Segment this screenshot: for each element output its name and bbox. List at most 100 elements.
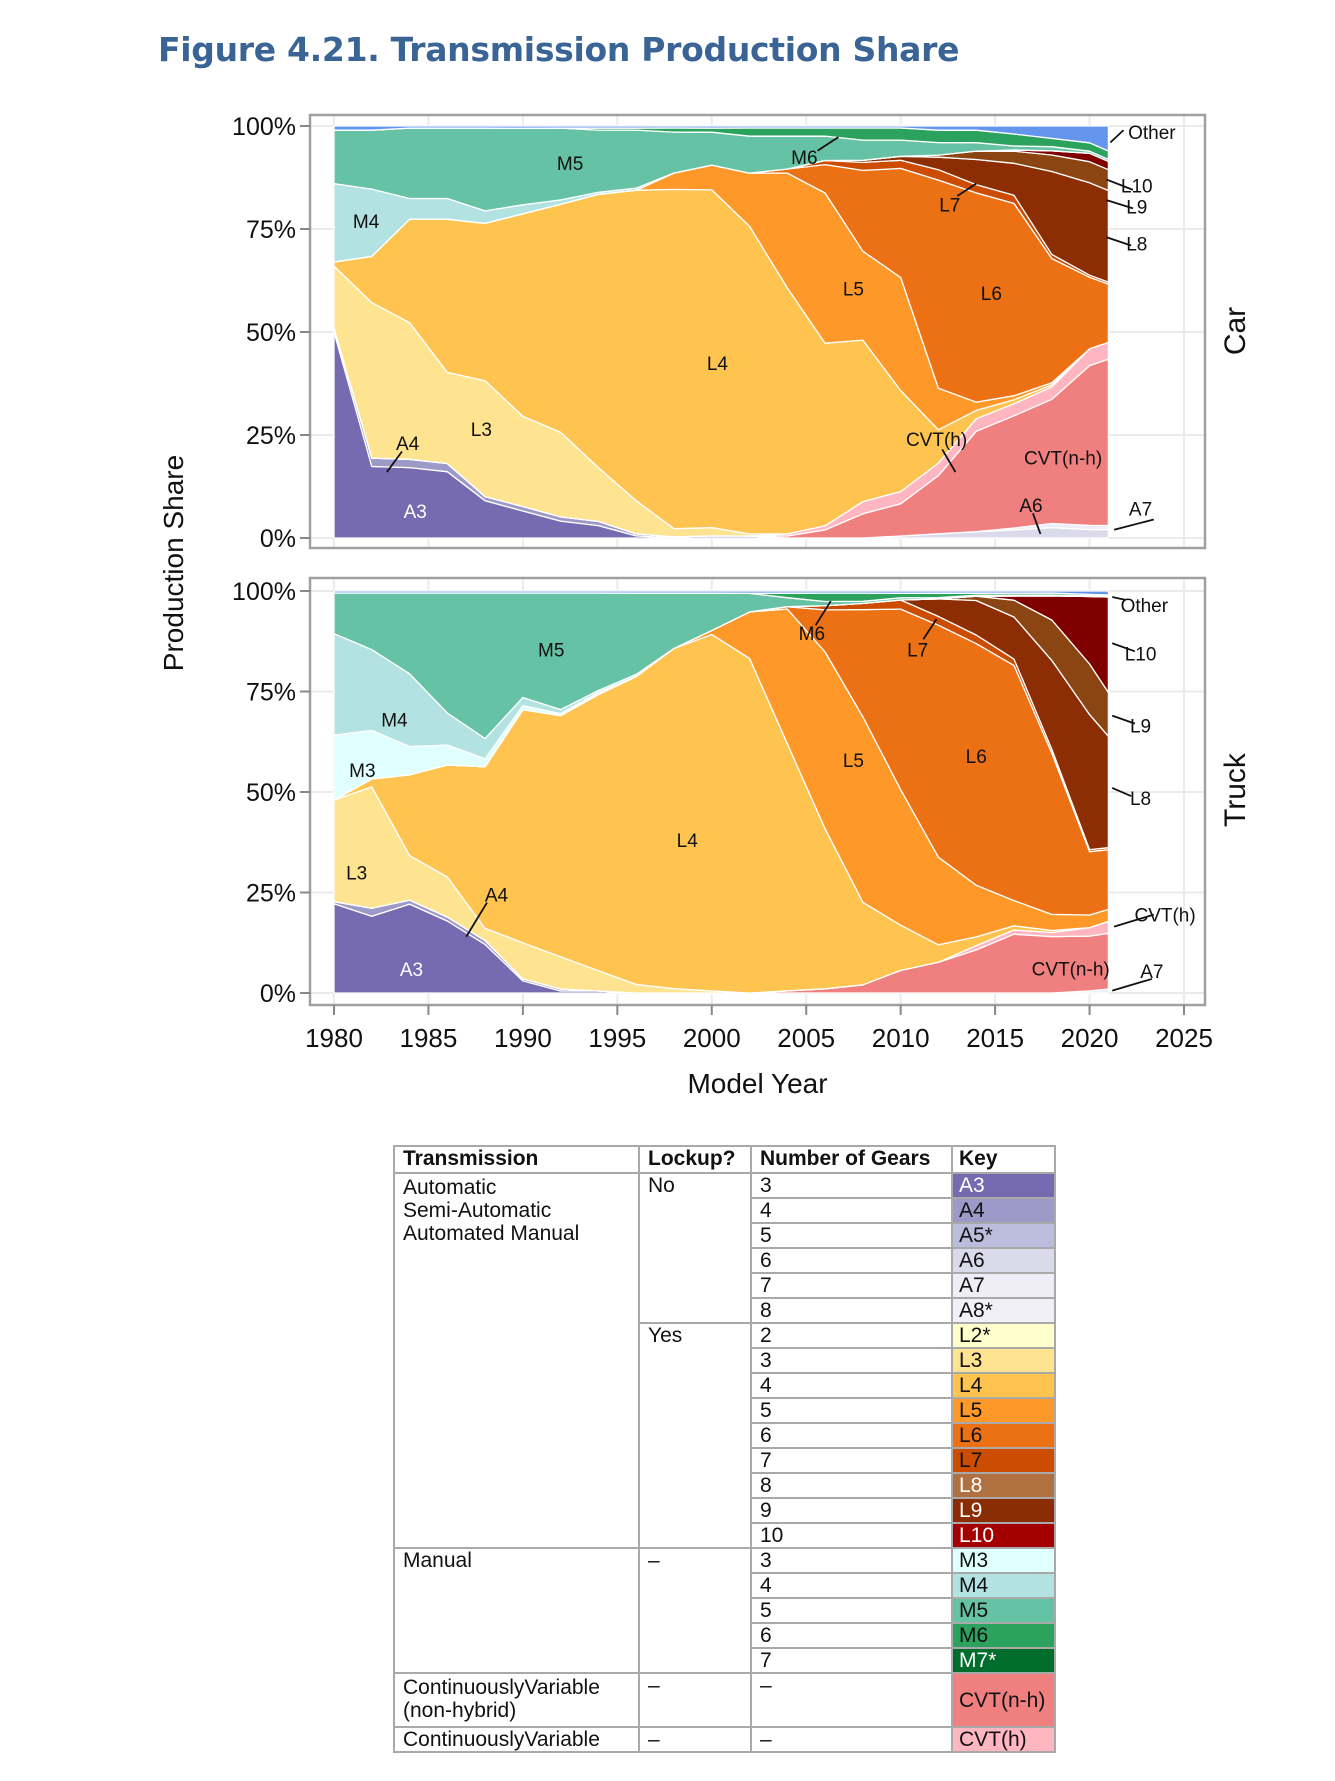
series-label-l3: L3: [471, 420, 492, 441]
panel-truck: 0% 25% 50% 75% 100% Truck M5 M6 M4 M3 L7 L10 L9 L8 L5 L…: [232, 576, 1252, 1099]
x-tick-label: 1990: [494, 1023, 552, 1053]
key-swatch: L4: [951, 1372, 1056, 1399]
series-label-l4: L4: [707, 354, 729, 375]
key-swatch: A6: [951, 1247, 1056, 1274]
facet-label-car: Car: [1219, 307, 1252, 355]
transmission-type-line: ContinuouslyVariable: [403, 1728, 600, 1751]
transmission-type: ContinuouslyVariable (non-hybrid): [393, 1672, 640, 1728]
series-label-m6: M6: [799, 624, 825, 645]
x-axis-title: Model Year: [687, 1068, 827, 1099]
series-label-l5: L5: [843, 751, 864, 772]
y-tick-label: 25%: [246, 422, 296, 450]
series-label-l10: L10: [1121, 177, 1153, 198]
leader-line-m6: [817, 136, 839, 152]
y-axis-title: Production Share: [158, 455, 189, 671]
key-swatch: M6: [951, 1622, 1056, 1649]
key-swatch: A3: [951, 1172, 1056, 1199]
series-label-a3: A3: [400, 960, 423, 981]
key-swatch: A7: [951, 1272, 1056, 1299]
gear-count: 6: [750, 1247, 953, 1274]
header-cell: Number of Gears: [750, 1145, 953, 1174]
gear-count: 10: [750, 1522, 953, 1549]
leader-line-other: [1112, 596, 1126, 601]
series-label-a7: A7: [1140, 962, 1163, 983]
leader-line-l10: [1106, 178, 1134, 191]
gear-count: 4: [750, 1197, 953, 1224]
table-row: 7 A7: [394, 1272, 1056, 1299]
y-tick-label: 0%: [260, 980, 296, 1008]
series-label-l4: L4: [677, 831, 699, 852]
key-swatch: A4: [951, 1197, 1056, 1224]
gear-count: 8: [750, 1297, 953, 1324]
leader-line-l8: [1111, 787, 1132, 797]
transmission-type: Manual: [393, 1547, 640, 1674]
figure-title: Figure 4.21. Transmission Production Sha…: [158, 30, 960, 69]
series-label-m4: M4: [381, 711, 408, 732]
y-tick-label: 75%: [246, 679, 296, 707]
lockup-value: No: [638, 1172, 752, 1324]
table-row: 7 M7*: [394, 1647, 1056, 1674]
x-tick-label: 1995: [588, 1023, 646, 1053]
header-cell: Transmission: [393, 1145, 640, 1174]
leader-line-a6: [1032, 512, 1042, 535]
series-label-l10: L10: [1125, 644, 1157, 665]
key-swatch: A5*: [951, 1222, 1056, 1249]
leader-line-m6: [814, 600, 832, 626]
key-swatch: L7: [951, 1447, 1056, 1474]
key-swatch: M5: [951, 1597, 1056, 1624]
key-swatch: L9: [951, 1497, 1056, 1524]
y-tick-label: 100%: [232, 578, 296, 606]
gear-count: 3: [750, 1347, 953, 1374]
leader-line-a4: [386, 450, 403, 473]
series-label-a4: A4: [396, 434, 420, 455]
series-label-l6: L6: [981, 284, 1002, 305]
table-row: 5 A5*: [394, 1222, 1056, 1249]
facet-label-truck: Truck: [1219, 752, 1252, 827]
leader-line-l10: [1111, 642, 1136, 653]
table-row: Yes 2 L2*: [394, 1322, 1056, 1549]
table-row: Manual –3 M3: [393, 1547, 1056, 1674]
series-label-cvt-h-: CVT(h): [906, 430, 967, 451]
series-label-a3: A3: [404, 502, 427, 523]
key-swatch: L3: [951, 1347, 1056, 1374]
gear-count: 2: [750, 1322, 953, 1349]
series-label-m3: M3: [349, 761, 375, 782]
key-swatch: L5: [951, 1397, 1056, 1424]
gear-count: 7: [750, 1647, 953, 1674]
gear-count: 9: [750, 1497, 953, 1524]
gear-count: 5: [750, 1597, 953, 1624]
gear-count: –: [750, 1726, 953, 1753]
gear-count: 3: [750, 1547, 953, 1574]
key-swatch: A8*: [951, 1297, 1056, 1324]
x-tick-label: 1985: [400, 1023, 458, 1053]
leader-line-a7: [1111, 978, 1153, 992]
gear-count: 6: [750, 1622, 953, 1649]
y-tick-label: 25%: [246, 880, 296, 908]
table-row: Automatic Semi-Automatic Automated Manual N…: [393, 1172, 1056, 1549]
leader-line-cvt-h-: [1113, 913, 1155, 928]
gear-count: 5: [750, 1397, 953, 1424]
table-row: 9 L9: [394, 1497, 1056, 1524]
key-swatch: L8: [951, 1472, 1056, 1499]
transmission-type-line: Semi-Automatic: [403, 1199, 552, 1222]
gear-count: 4: [750, 1372, 953, 1399]
table-row: 4 M4: [394, 1572, 1056, 1599]
table-row: 7 L7: [394, 1447, 1056, 1474]
series-label-l7: L7: [939, 195, 960, 216]
transmission-type-line: Automatic: [403, 1176, 497, 1199]
table-row: ContinuouslyVariable – – CVT(h): [393, 1726, 1056, 1753]
transmission-key-table: Transmission Lockup? Number of Gears Key Aut…: [393, 1145, 1056, 1753]
y-tick-label: 100%: [232, 113, 296, 141]
transmission-type-line: Automated Manual: [403, 1222, 580, 1245]
leader-line-l9: [1106, 199, 1134, 210]
series-label-m5: M5: [538, 640, 564, 661]
y-tick-label: 75%: [246, 216, 296, 244]
x-tick-label: 2000: [683, 1023, 741, 1053]
series-label-l3: L3: [346, 863, 367, 884]
lockup-value: –: [638, 1726, 752, 1753]
header-cell: Key: [951, 1145, 1056, 1174]
leader-line-l8: [1106, 236, 1132, 247]
x-tick-label: 1980: [305, 1023, 363, 1053]
gear-count: 5: [750, 1222, 953, 1249]
gear-count: 8: [750, 1472, 953, 1499]
